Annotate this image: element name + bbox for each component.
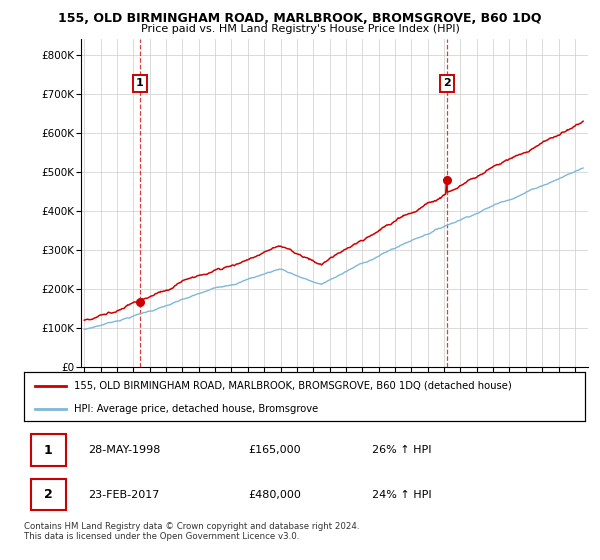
Text: £165,000: £165,000 — [248, 445, 301, 455]
Text: 24% ↑ HPI: 24% ↑ HPI — [372, 489, 431, 500]
Text: 1: 1 — [44, 444, 52, 456]
Text: 155, OLD BIRMINGHAM ROAD, MARLBROOK, BROMSGROVE, B60 1DQ: 155, OLD BIRMINGHAM ROAD, MARLBROOK, BRO… — [58, 12, 542, 25]
Text: 1: 1 — [136, 78, 144, 88]
Text: 2: 2 — [443, 78, 451, 88]
Text: HPI: Average price, detached house, Bromsgrove: HPI: Average price, detached house, Brom… — [74, 404, 319, 414]
Text: 23-FEB-2017: 23-FEB-2017 — [89, 489, 160, 500]
Text: £480,000: £480,000 — [248, 489, 301, 500]
Text: Contains HM Land Registry data © Crown copyright and database right 2024.
This d: Contains HM Land Registry data © Crown c… — [24, 522, 359, 542]
FancyBboxPatch shape — [31, 479, 65, 510]
Text: 26% ↑ HPI: 26% ↑ HPI — [372, 445, 431, 455]
Text: 2: 2 — [44, 488, 52, 501]
FancyBboxPatch shape — [31, 434, 65, 466]
Text: Price paid vs. HM Land Registry's House Price Index (HPI): Price paid vs. HM Land Registry's House … — [140, 24, 460, 34]
Text: 28-MAY-1998: 28-MAY-1998 — [89, 445, 161, 455]
Text: 155, OLD BIRMINGHAM ROAD, MARLBROOK, BROMSGROVE, B60 1DQ (detached house): 155, OLD BIRMINGHAM ROAD, MARLBROOK, BRO… — [74, 381, 512, 391]
